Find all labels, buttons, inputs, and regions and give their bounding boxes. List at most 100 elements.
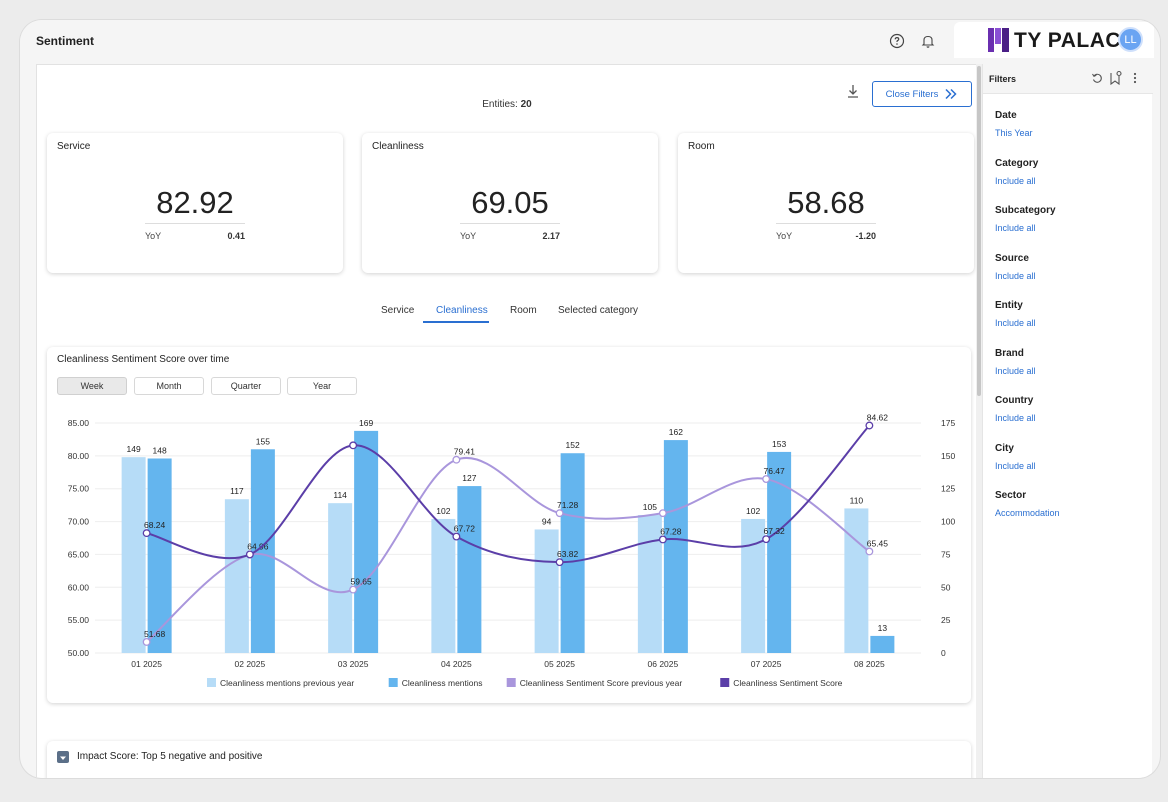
bar-mentions-previous-year: [431, 518, 456, 653]
filter-group-date: Date This Year: [995, 110, 1033, 138]
bar-mentions-previous-year: [534, 529, 559, 653]
filter-label: City: [995, 442, 1014, 454]
filter-group-category: Category Include all: [995, 158, 1038, 186]
granularity-month-button[interactable]: Month: [134, 377, 204, 395]
right-axis-tick-label: 100: [941, 517, 955, 527]
legend-entry: Cleanliness Sentiment Score previous yea…: [520, 678, 683, 688]
filter-value[interactable]: Include all: [995, 270, 1036, 281]
kpi-card-cleanliness: Cleanliness 69.05 YoY 2.17: [362, 133, 658, 273]
kpi-divider: [145, 223, 245, 224]
tab-cleanliness[interactable]: Cleanliness: [436, 305, 488, 316]
bar-value-label: 169: [359, 418, 373, 428]
filter-value[interactable]: Include all: [995, 223, 1036, 233]
legend-swatch: [720, 678, 730, 687]
filters-header: Filters: [983, 64, 1153, 94]
right-axis-tick-label: 125: [941, 484, 955, 494]
reset-icon[interactable]: [1091, 72, 1103, 84]
point-value-label: 63.82: [557, 549, 579, 559]
series-point: [142, 529, 151, 538]
filter-value[interactable]: Include all: [995, 413, 1036, 423]
bar-mentions: [870, 635, 895, 653]
point-value-label: 79.41: [454, 447, 476, 457]
left-axis-tick-label: 65.00: [68, 549, 90, 559]
series-point: [762, 475, 771, 484]
impact-score-title: Impact Score: Top 5 negative and positiv…: [77, 751, 263, 762]
filter-label: Source: [995, 252, 1029, 264]
filter-label: Date: [995, 110, 1017, 121]
right-axis-tick-label: 50: [941, 582, 951, 592]
filter-label: Brand: [995, 347, 1024, 359]
x-axis-tick-label: 06 2025: [648, 659, 679, 669]
point-value-label: 67.28: [660, 526, 682, 536]
kpi-yoy-label: YoY: [776, 231, 793, 241]
entities-value: 20: [520, 99, 532, 110]
filter-value[interactable]: Include all: [995, 175, 1036, 186]
bar-value-label: 155: [256, 436, 270, 446]
tab-service[interactable]: Service: [381, 305, 415, 316]
active-tab-indicator: [423, 321, 489, 323]
chart-title: Cleanliness Sentiment Score over time: [57, 354, 230, 365]
bar-mentions: [147, 458, 172, 653]
close-filters-button[interactable]: Close Filters: [872, 81, 972, 107]
series-point: [349, 585, 358, 594]
left-axis-tick-label: 80.00: [68, 451, 90, 461]
sentiment-chart-card: Cleanliness Sentiment Score over time We…: [47, 347, 971, 703]
kpi-value: 69.05: [471, 185, 549, 220]
point-value-label: 71.28: [557, 500, 579, 510]
tab-selected-category[interactable]: Selected category: [558, 305, 639, 316]
main-content: Entities: 20 Close Filters Service 82.92…: [36, 64, 976, 778]
download-icon[interactable]: [845, 83, 861, 101]
bar-mentions-previous-year: [741, 518, 766, 653]
legend-swatch: [388, 678, 398, 687]
series-line: [145, 456, 870, 643]
kpi-divider: [460, 223, 560, 224]
series-point: [452, 455, 461, 464]
main-scrollbar[interactable]: [976, 64, 982, 778]
bar-mentions-previous-year: [224, 499, 249, 653]
bar-value-label: 117: [230, 486, 244, 496]
filter-value[interactable]: This Year: [995, 128, 1033, 138]
right-axis-tick-label: 175: [941, 418, 955, 428]
granularity-year-button[interactable]: Year: [287, 377, 357, 395]
granularity-quarter-button[interactable]: Quarter: [211, 377, 281, 395]
series-point: [762, 535, 771, 544]
filter-value[interactable]: Include all: [995, 365, 1036, 376]
main-scrollbar-thumb[interactable]: [977, 66, 981, 396]
collapse-toggle-icon[interactable]: [57, 751, 69, 763]
bar-mentions-previous-year: [844, 508, 869, 653]
avatar[interactable]: LL: [1118, 27, 1143, 52]
bar-value-label: 102: [436, 506, 450, 516]
kpi-card-service: Service 82.92 YoY 0.41: [47, 133, 343, 273]
point-value-label: 76.47: [763, 466, 785, 476]
filter-value[interactable]: Include all: [995, 318, 1036, 328]
filter-value[interactable]: Accommodation: [995, 508, 1060, 518]
point-value-label: 64.96: [247, 542, 269, 552]
more-options-icon[interactable]: [1133, 72, 1137, 84]
filters-title: Filters: [989, 74, 1017, 84]
top-bar: Sentiment TY PALACE LL: [20, 20, 1160, 62]
x-axis-tick-label: 03 2025: [338, 659, 369, 669]
bell-icon[interactable]: [919, 32, 937, 50]
filter-group-sector: Sector Accommodation: [995, 490, 1060, 518]
bookmark-icon[interactable]: [1109, 70, 1123, 86]
series-point: [452, 532, 461, 541]
granularity-week-button[interactable]: Week: [57, 377, 127, 395]
legend-entry: Cleanliness mentions: [402, 678, 483, 688]
right-axis-tick-label: 75: [941, 549, 951, 559]
x-axis-tick-label: 08 2025: [854, 659, 885, 669]
left-axis-tick-label: 50.00: [68, 648, 90, 658]
series-point: [865, 547, 874, 556]
filter-label: Sector: [995, 490, 1027, 501]
filter-label: Country: [995, 395, 1034, 406]
legend-entry: Cleanliness mentions previous year: [220, 678, 354, 688]
close-filters-label: Close Filters: [885, 88, 939, 100]
point-value-label: 68.24: [144, 520, 166, 530]
bar-mentions-previous-year: [637, 515, 662, 653]
point-value-label: 51.68: [144, 629, 166, 639]
filter-label: Subcategory: [995, 205, 1056, 216]
brand-name: TY PALACE: [1014, 29, 1136, 52]
help-icon[interactable]: [888, 32, 906, 50]
tab-room[interactable]: Room: [510, 305, 537, 316]
bar-value-label: 105: [643, 502, 657, 512]
filter-value[interactable]: Include all: [995, 460, 1036, 471]
